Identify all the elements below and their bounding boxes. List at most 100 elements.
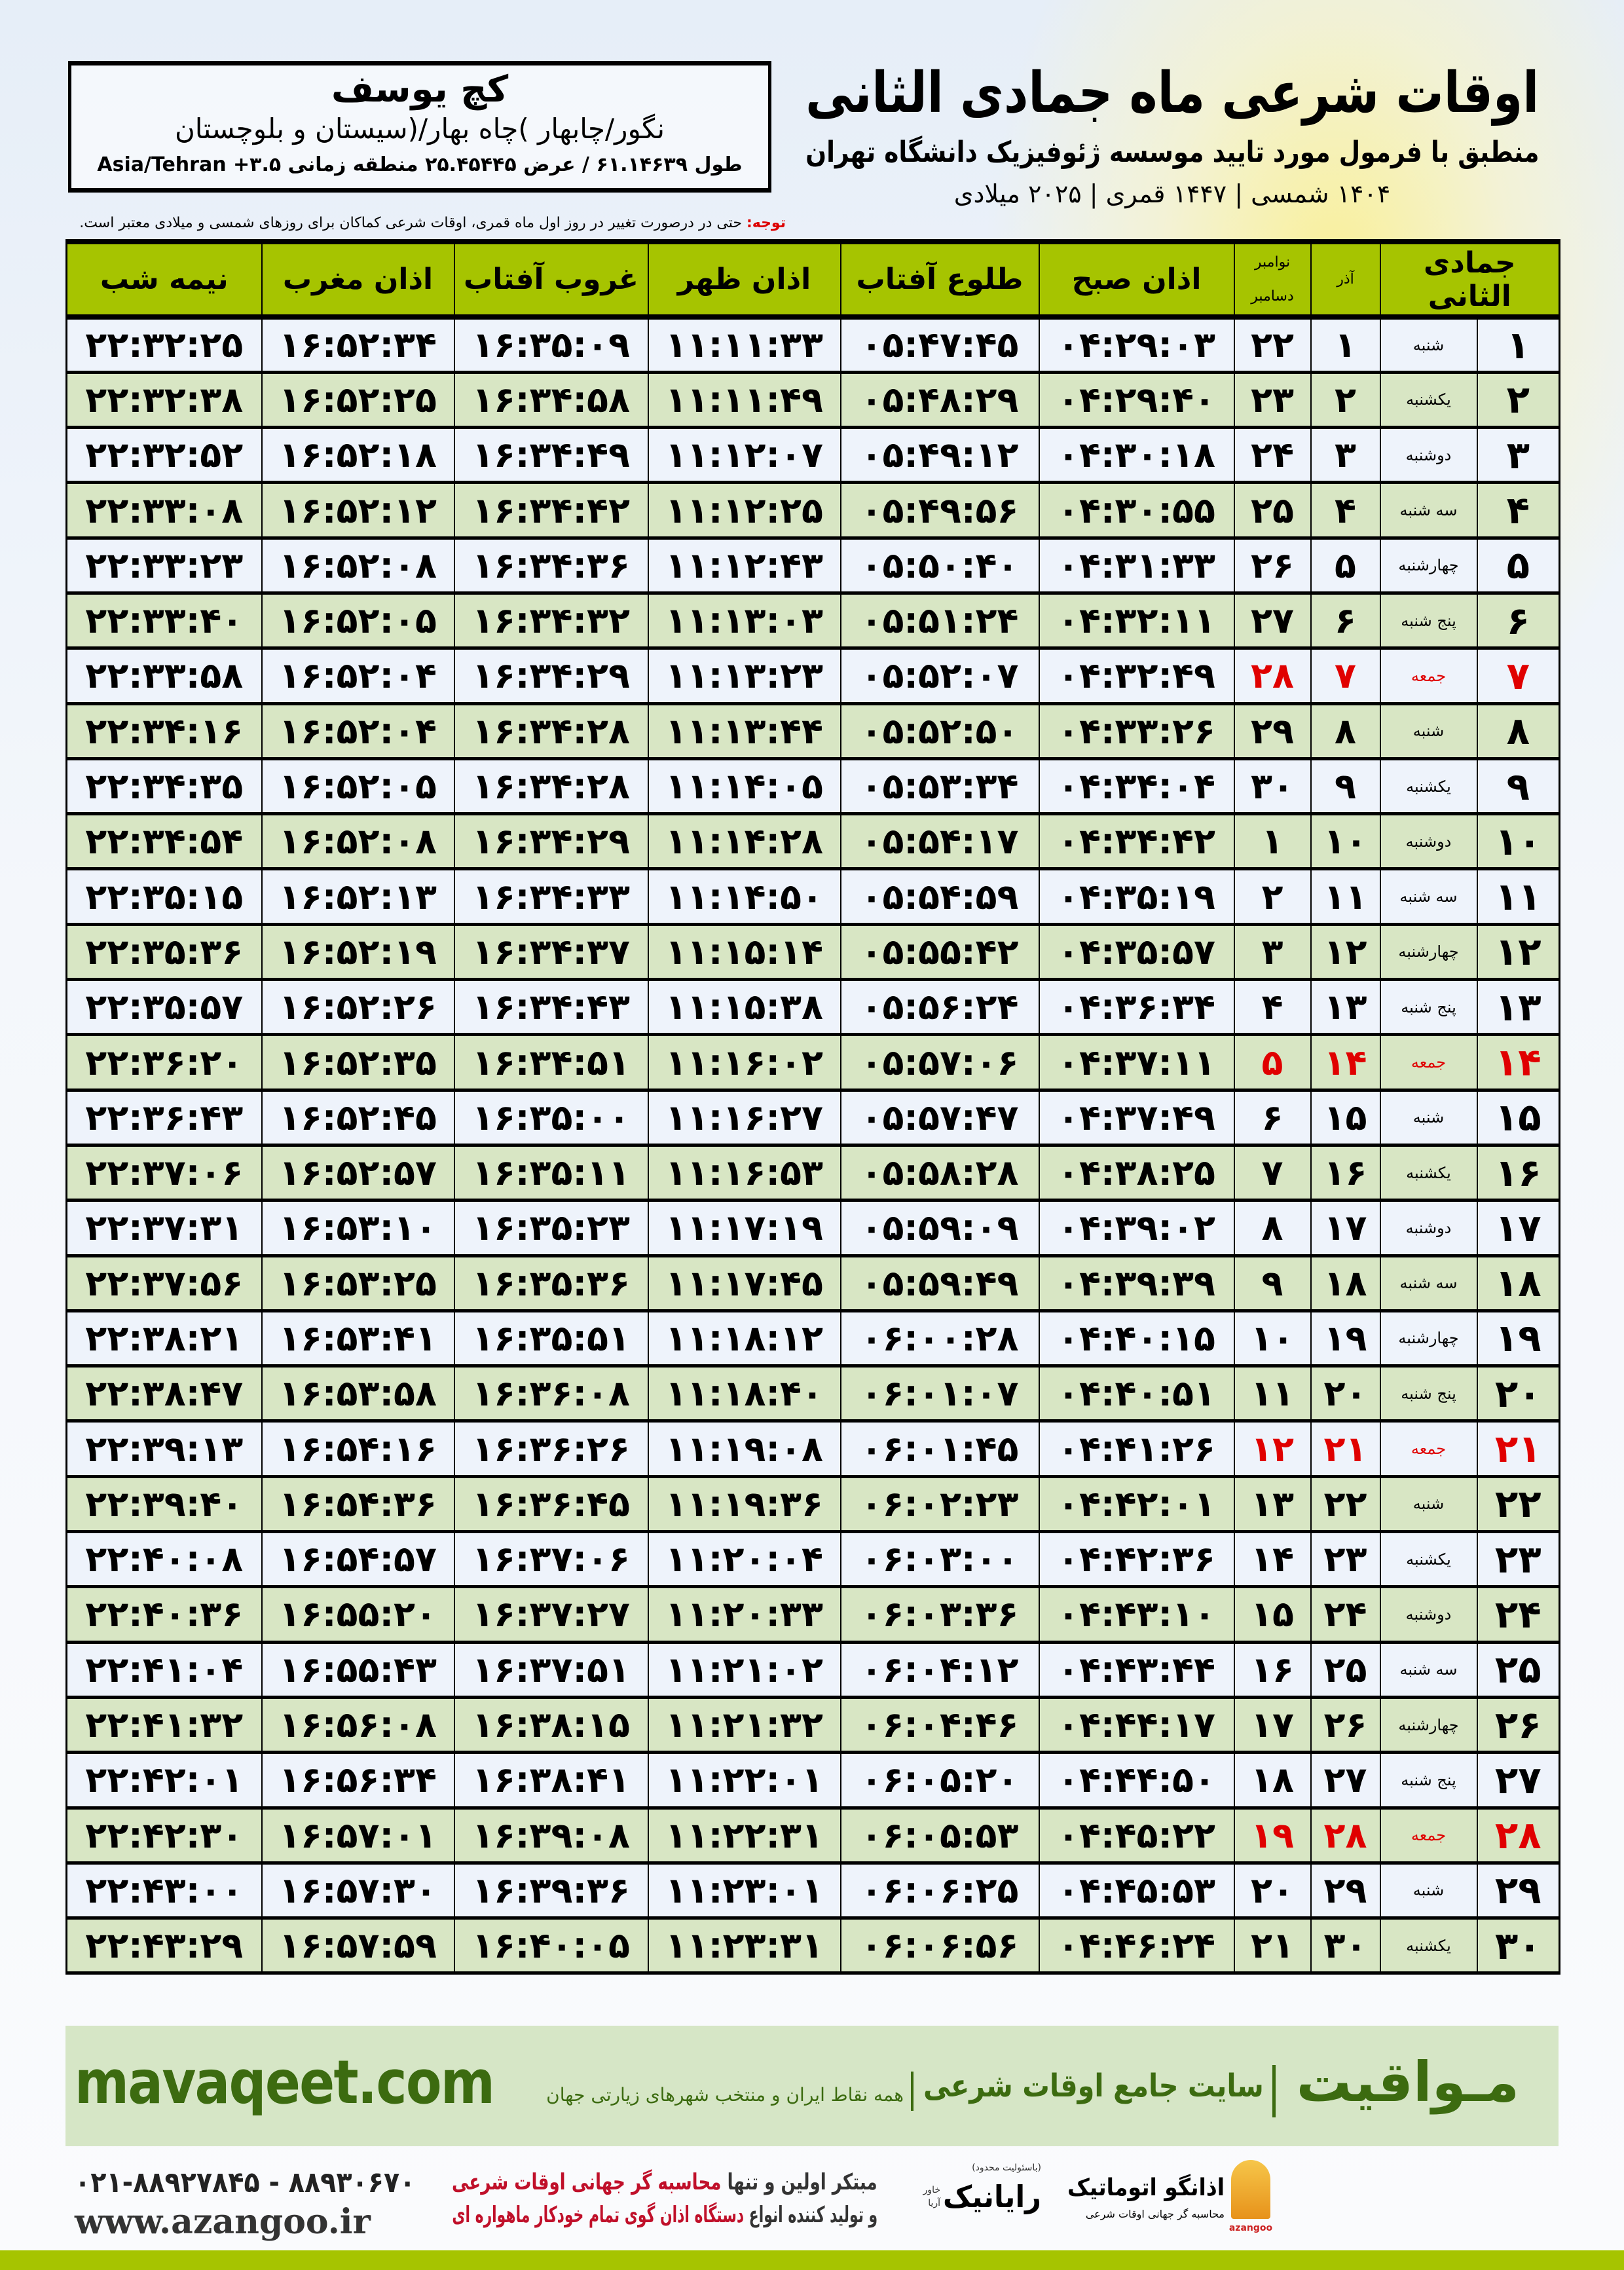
tolu-time: ۰۵:۵۹:۰۹ bbox=[840, 1199, 1040, 1257]
footer-line1-a: مبتکر اولین و تنها bbox=[721, 2169, 877, 2195]
tolu-time: ۰۶:۰۶:۵۶ bbox=[840, 1917, 1040, 1975]
footer-line1: مبتکر اولین و تنها محاسبه گر جهانی اوقات… bbox=[452, 2167, 877, 2198]
weekday: یکشنبه bbox=[1379, 1917, 1478, 1975]
zohr-time: ۱۱:۱۷:۱۹ bbox=[647, 1199, 841, 1257]
ghoroob-time: ۱۶:۳۴:۲۹ bbox=[453, 813, 649, 871]
table-row: ۲۹ شنبه ۲۹ ۲۰ ۰۴:۴۵:۵۳ ۰۶:۰۶:۲۵ ۱۱:۲۳:۰۱ ۱۶:۳۹:… bbox=[65, 1862, 1560, 1920]
page-subtitle-row: منطبق با فرمول مورد تایید موسسه ژئوفیزیک… bbox=[805, 134, 1539, 171]
sobh-time: ۰۴:۲۹:۴۰ bbox=[1038, 371, 1235, 430]
zohr-time: ۱۱:۲۲:۳۱ bbox=[647, 1807, 841, 1865]
azangoo-tagline: محاسبه گر جهانی اوقات شرعی bbox=[1085, 2208, 1225, 2220]
sobh-time: ۰۴:۴۶:۲۴ bbox=[1038, 1917, 1235, 1975]
azar-day: ۲۶ bbox=[1310, 1696, 1381, 1755]
nimeshab-time: ۲۲:۳۹:۴۰ bbox=[65, 1476, 263, 1534]
weekday: سه شنبه bbox=[1379, 481, 1478, 540]
gregorian-day: ۱۹ bbox=[1233, 1807, 1312, 1865]
table-row: ۲۲ شنبه ۲۲ ۱۳ ۰۴:۴۲:۰۱ ۰۶:۰۲:۲۳ ۱۱:۱۹:۳۶ ۱۶:۳۶:… bbox=[65, 1476, 1560, 1534]
nimeshab-time: ۲۲:۳۳:۰۸ bbox=[65, 481, 263, 540]
gregorian-day: ۹ bbox=[1233, 1255, 1312, 1312]
tolu-time: ۰۵:۵۲:۰۷ bbox=[840, 647, 1040, 705]
weekday: یکشنبه bbox=[1379, 1531, 1478, 1589]
bottom-bar bbox=[0, 2250, 1624, 2270]
sobh-time: ۰۴:۳۴:۰۴ bbox=[1038, 758, 1235, 816]
ghoroob-time: ۱۶:۳۴:۵۸ bbox=[453, 371, 649, 430]
sobh-time: ۰۴:۴۵:۵۳ bbox=[1038, 1862, 1235, 1920]
nimeshab-time: ۲۲:۳۹:۱۳ bbox=[65, 1420, 263, 1478]
gregorian-day: ۲ bbox=[1233, 868, 1312, 926]
sobh-time: ۰۴:۳۰:۵۵ bbox=[1038, 481, 1235, 540]
tolu-time: ۰۶:۰۰:۲۸ bbox=[840, 1310, 1040, 1368]
table-row: ۵ چهارشنبه ۵ ۲۶ ۰۴:۳۱:۳۳ ۰۵:۵۰:۴۰ ۱۱:۱۲:۴۳ ۱۶:۳… bbox=[65, 537, 1560, 595]
maghrib-time: ۱۶:۵۵:۴۳ bbox=[261, 1641, 455, 1699]
weekday: دوشنبه bbox=[1379, 426, 1478, 485]
page-title-row: اوقات شرعی ماه جمادی الثانی bbox=[805, 60, 1539, 126]
table-row: ۱۶ یکشنبه ۱۶ ۷ ۰۴:۳۸:۲۵ ۰۵:۵۸:۲۸ ۱۱:۱۶:۵۳ ۱۶:۳۵… bbox=[65, 1144, 1560, 1202]
weekday: پنج شنبه bbox=[1379, 1751, 1478, 1810]
table-row: ۲۴ دوشنبه ۲۴ ۱۵ ۰۴:۴۳:۱۰ ۰۶:۰۳:۳۶ ۱۱:۲۰:۳۳ ۱۶:۳… bbox=[65, 1586, 1560, 1644]
azar-day: ۲۲ bbox=[1310, 1476, 1381, 1534]
tolu-time: ۰۵:۵۳:۳۴ bbox=[840, 758, 1040, 816]
weekday: چهارشنبه bbox=[1379, 1310, 1478, 1368]
day-number: ۲۴ bbox=[1476, 1586, 1560, 1644]
rayanik-name: رایانیک bbox=[943, 2179, 1041, 2214]
tolu-time: ۰۶:۰۲:۲۳ bbox=[840, 1476, 1040, 1534]
note-content: توجه: حتی در درصورت تغییر در روز اول ماه… bbox=[79, 214, 786, 233]
gregorian-day: ۲۸ bbox=[1233, 647, 1312, 705]
weekday: جمعه bbox=[1379, 1420, 1478, 1478]
gregorian-day: ۲۵ bbox=[1233, 481, 1312, 540]
sobh-time: ۰۴:۳۸:۲۵ bbox=[1038, 1144, 1235, 1202]
sobh-time: ۰۴:۴۱:۲۶ bbox=[1038, 1420, 1235, 1478]
sobh-time: ۰۴:۳۱:۳۳ bbox=[1038, 537, 1235, 595]
maghrib-time: ۱۶:۵۲:۱۳ bbox=[261, 868, 455, 926]
maghrib-time: ۱۶:۵۴:۳۶ bbox=[261, 1476, 455, 1534]
azar-day: ۵ bbox=[1310, 537, 1381, 595]
azar-day: ۲۵ bbox=[1310, 1641, 1381, 1699]
azar-day: ۲۷ bbox=[1310, 1751, 1381, 1810]
day-number: ۲۶ bbox=[1476, 1696, 1560, 1755]
day-number: ۲۵ bbox=[1476, 1641, 1560, 1699]
day-number: ۱۷ bbox=[1476, 1199, 1560, 1257]
website-link[interactable]: www.azangoo.ir bbox=[75, 2202, 371, 2242]
table-row: ۱۴ جمعه ۱۴ ۵ ۰۴:۳۷:۱۱ ۰۵:۵۷:۰۶ ۱۱:۱۶:۰۲ ۱۶:۳۴:۵… bbox=[65, 1033, 1560, 1092]
tolu-time: ۰۵:۵۶:۲۴ bbox=[840, 978, 1040, 1037]
weekday: جمعه bbox=[1379, 1807, 1478, 1865]
table-row: ۲۶ چهارشنبه ۲۶ ۱۷ ۰۴:۴۴:۱۷ ۰۶:۰۴:۴۶ ۱۱:۲۱:۳۲ ۱۶… bbox=[65, 1696, 1560, 1755]
location-name-row: کچ یوسف bbox=[78, 68, 762, 111]
maghrib-time: ۱۶:۵۲:۳۵ bbox=[261, 1033, 455, 1092]
day-number: ۲۷ bbox=[1476, 1751, 1560, 1810]
site-link[interactable]: mavaqeet.com bbox=[75, 2047, 495, 2117]
tolu-time: ۰۶:۰۵:۵۳ bbox=[840, 1807, 1040, 1865]
table-row: ۱۲ چهارشنبه ۱۲ ۳ ۰۴:۳۵:۵۷ ۰۵:۵۵:۴۲ ۱۱:۱۵:۱۴ ۱۶:… bbox=[65, 923, 1560, 982]
page-subtitle: منطبق با فرمول مورد تایید موسسه ژئوفیزیک… bbox=[805, 136, 1539, 169]
nimeshab-time: ۲۲:۴۲:۳۰ bbox=[65, 1807, 263, 1865]
rayanik-side: خاور آریا bbox=[923, 2185, 940, 2208]
table-row: ۶ پنج شنبه ۶ ۲۷ ۰۴:۳۲:۱۱ ۰۵:۵۱:۲۴ ۱۱:۱۳:۰۳ ۱۶:۳… bbox=[65, 592, 1560, 650]
table-row: ۸ شنبه ۸ ۲۹ ۰۴:۳۳:۲۶ ۰۵:۵۲:۵۰ ۱۱:۱۳:۴۴ ۱۶:۳۴:۲۸… bbox=[65, 703, 1560, 760]
table-row: ۱۹ چهارشنبه ۱۹ ۱۰ ۰۴:۴۰:۱۵ ۰۶:۰۰:۲۸ ۱۱:۱۸:۱۲ ۱۶… bbox=[65, 1310, 1560, 1368]
zohr-time: ۱۱:۲۲:۰۱ bbox=[647, 1751, 841, 1810]
table-row: ۷ جمعه ۷ ۲۸ ۰۴:۳۲:۴۹ ۰۵:۵۲:۰۷ ۱۱:۱۳:۲۳ ۱۶:۳۴:۲۹… bbox=[65, 647, 1560, 705]
table-row: ۳۰ یکشنبه ۳۰ ۲۱ ۰۴:۴۶:۲۴ ۰۶:۰۶:۵۶ ۱۱:۲۳:۳۱ ۱۶:۴… bbox=[65, 1917, 1560, 1975]
gregorian-day: ۱۱ bbox=[1233, 1365, 1312, 1423]
azar-day: ۱۵ bbox=[1310, 1089, 1381, 1147]
nimeshab-time: ۲۲:۳۸:۲۱ bbox=[65, 1310, 263, 1368]
maghrib-time: ۱۶:۵۲:۲۶ bbox=[261, 978, 455, 1037]
day-number: ۱۹ bbox=[1476, 1310, 1560, 1368]
table-row: ۱ شنبه ۱ ۲۲ ۰۴:۲۹:۰۳ ۰۵:۴۷:۴۵ ۱۱:۱۱:۳۳ ۱۶:۳۵:۰۹… bbox=[65, 316, 1560, 374]
tolu-time: ۰۵:۴۷:۴۵ bbox=[840, 316, 1040, 374]
maghrib-time: ۱۶:۵۷:۵۹ bbox=[261, 1917, 455, 1975]
location-box: کچ یوسف نگور/چابهار )چاه بهار/(سیستان و … bbox=[68, 61, 771, 193]
gregorian-day: ۱۴ bbox=[1233, 1531, 1312, 1589]
gregorian-day: ۲۰ bbox=[1233, 1862, 1312, 1920]
zohr-time: ۱۱:۱۵:۱۴ bbox=[647, 923, 841, 982]
azar-day: ۱۴ bbox=[1310, 1033, 1381, 1092]
site-row: mavaqeet.com bbox=[75, 2047, 495, 2119]
prayer-times-table: جمادی الثانی آذر نوامبر دسامبر اذان صبح ط… bbox=[65, 239, 1561, 1975]
header-dec: دسامبر bbox=[1251, 288, 1294, 305]
nimeshab-time: ۲۲:۳۴:۳۵ bbox=[65, 758, 263, 816]
nimeshab-time: ۲۲:۳۴:۱۶ bbox=[65, 703, 263, 760]
azar-day: ۹ bbox=[1310, 758, 1381, 816]
ghoroob-time: ۱۶:۳۵:۵۱ bbox=[453, 1310, 649, 1368]
zohr-time: ۱۱:۱۴:۰۵ bbox=[647, 758, 841, 816]
zohr-time: ۱۱:۲۳:۰۱ bbox=[647, 1862, 841, 1920]
